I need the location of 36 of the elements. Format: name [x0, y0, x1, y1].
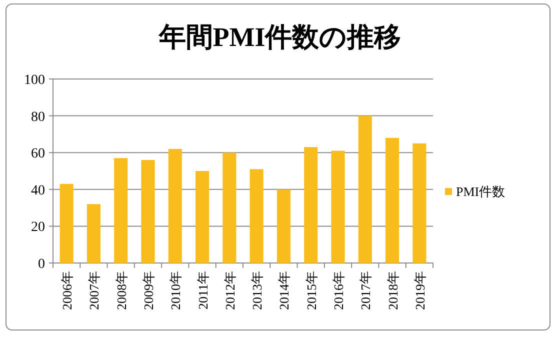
bar — [358, 116, 372, 263]
x-tick-label: 2012年 — [222, 271, 238, 310]
y-tick-label: 0 — [38, 257, 45, 272]
bar — [86, 204, 100, 263]
x-tick-label: 2015年 — [304, 271, 319, 310]
x-tick-label: 2010年 — [168, 271, 184, 310]
y-tick-label: 60 — [31, 146, 45, 162]
bar — [304, 147, 318, 263]
x-tick-label: 2011年 — [195, 271, 210, 310]
x-tick-label: 2007年 — [86, 271, 102, 310]
bar — [168, 148, 182, 263]
x-tick-label: 2009年 — [141, 271, 156, 310]
x-tick-label: 2013年 — [250, 271, 265, 310]
bar — [141, 160, 155, 263]
chart-title: 年間PMI件数の推移 — [158, 22, 402, 52]
x-tick-label: 2016年 — [331, 271, 346, 310]
x-tick-label: 2014年 — [276, 271, 292, 310]
bar — [60, 184, 74, 263]
bar — [386, 138, 400, 263]
bar — [412, 143, 426, 263]
legend-label: PMI件数 — [456, 184, 506, 199]
bar — [276, 189, 290, 263]
x-tick-label: 2018年 — [385, 271, 400, 310]
y-tick-label: 100 — [24, 73, 45, 88]
bar — [196, 171, 210, 263]
x-tick-label: 2006年 — [60, 271, 75, 310]
x-tick-label: 2008年 — [114, 271, 129, 310]
bar — [114, 158, 128, 263]
bar — [250, 169, 264, 263]
y-tick-label: 40 — [31, 183, 45, 198]
y-tick-label: 20 — [31, 220, 45, 236]
bar — [331, 150, 345, 263]
x-tick-label: 2019年 — [412, 271, 428, 310]
x-tick-label: 2017年 — [358, 271, 374, 310]
y-tick-label: 80 — [31, 110, 45, 125]
bar — [222, 152, 236, 263]
